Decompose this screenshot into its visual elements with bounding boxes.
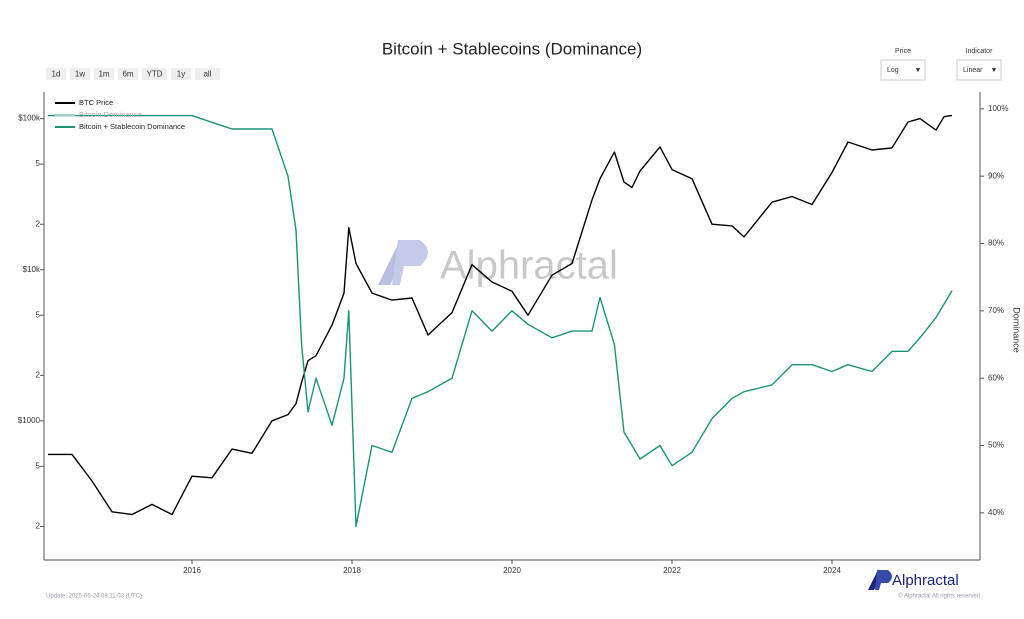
y-tick-label: 2: [36, 219, 41, 228]
y-tick-label: 5: [36, 159, 41, 168]
y-tick-label: 2: [36, 370, 41, 379]
control-label: Indicator: [966, 48, 994, 55]
y2-axis-label: Dominance: [1012, 307, 1022, 353]
price-dropdown[interactable]: [880, 59, 926, 81]
y-tick-label: $10k: [23, 265, 41, 274]
chart-title: Bitcoin + Stablecoins (Dominance): [382, 39, 642, 58]
series-line: [48, 114, 953, 527]
range-button[interactable]: [94, 68, 114, 80]
dropdown-arrow: ▼: [991, 67, 998, 74]
indicator-dropdown[interactable]: [956, 59, 1002, 81]
series-line: [48, 114, 953, 516]
range-button-label: 6m: [122, 70, 133, 79]
y-tick-label: $100k: [18, 114, 41, 123]
watermark: Alphractal: [440, 244, 618, 288]
range-button-label: 1w: [75, 70, 85, 79]
y-tick-label: $1000: [18, 416, 41, 425]
copyright: © Alphractal All rights reserved: [898, 593, 980, 600]
range-button[interactable]: [46, 68, 66, 80]
y-tick-label: 5: [36, 310, 41, 319]
y2-tick-label: 50%: [988, 441, 1004, 450]
range-button[interactable]: [70, 68, 90, 80]
logo-mark: [868, 570, 892, 590]
y-tick-label: 2: [36, 522, 41, 531]
control-value: Linear: [963, 67, 983, 74]
range-button-label: YTD: [147, 70, 163, 79]
range-button-label: 1m: [98, 70, 109, 79]
range-button[interactable]: [171, 68, 191, 80]
x-tick-label: 2020: [503, 566, 521, 575]
range-button-label: 1d: [52, 70, 61, 79]
y-tick-label: 5: [36, 461, 41, 470]
legend-label[interactable]: BTC Price: [79, 98, 113, 107]
watermark-logo: [378, 240, 428, 285]
range-button-label: all: [203, 70, 211, 79]
range-button-label: 1y: [177, 70, 185, 79]
y2-tick-label: 90%: [988, 171, 1004, 180]
control-label: Price: [895, 48, 911, 55]
y2-tick-label: 100%: [988, 104, 1008, 113]
logo-text: Alphractal: [892, 572, 959, 589]
y2-tick-label: 40%: [988, 508, 1004, 517]
x-tick-label: 2016: [183, 566, 201, 575]
x-tick-label: 2018: [343, 566, 361, 575]
legend-label[interactable]: Bitcoin + Stablecoin Dominance: [79, 122, 185, 131]
y2-tick-label: 60%: [988, 373, 1004, 382]
y2-tick-label: 70%: [988, 306, 1004, 315]
dropdown-arrow: ▼: [915, 67, 922, 74]
legend-label[interactable]: Bitcoin Dominance: [79, 110, 142, 119]
y2-tick-label: 80%: [988, 239, 1004, 248]
x-tick-label: 2022: [663, 566, 681, 575]
control-value: Log: [887, 67, 899, 74]
x-tick-label: 2024: [823, 566, 841, 575]
range-button[interactable]: [118, 68, 138, 80]
range-button[interactable]: [195, 68, 220, 80]
update-note: Update: 2025-06-24 08:11:03 (UTC): [46, 594, 142, 600]
range-button[interactable]: [142, 68, 167, 80]
